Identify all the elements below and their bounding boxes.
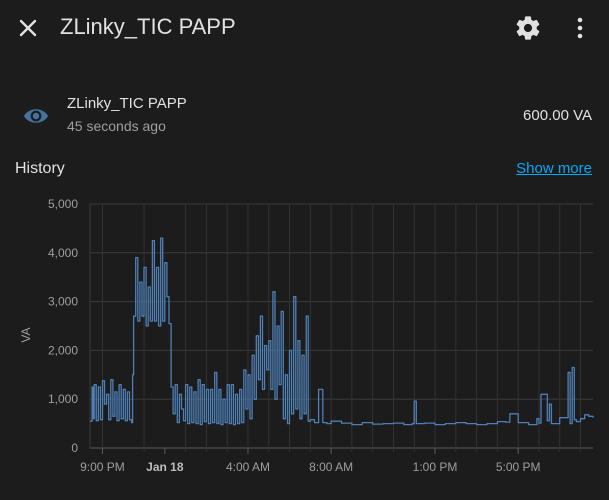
entity-state: 600.00 VA: [523, 107, 592, 124]
y-tick-label: 5,000: [48, 197, 78, 211]
x-tick-label: 8:00 AM: [309, 460, 353, 474]
close-icon[interactable]: [14, 14, 42, 42]
y-tick-label: 4,000: [48, 246, 78, 260]
gear-icon[interactable]: [514, 14, 542, 42]
x-tick-label: 4:00 AM: [226, 460, 270, 474]
x-tick-label: 5:00 PM: [496, 460, 541, 474]
x-tick-label: Jan 18: [146, 460, 184, 474]
history-title: History: [15, 160, 65, 177]
entity-last-changed: 45 seconds ago: [67, 118, 166, 134]
chart-y-label: VA: [19, 327, 33, 342]
show-more-link[interactable]: Show more: [516, 160, 592, 177]
y-tick-label: 0: [71, 441, 78, 455]
eye-icon: [24, 109, 48, 123]
chart-x-axis: 9:00 PM Jan 18 4:00 AM 8:00 AM 1:00 PM 5:00 P…: [80, 448, 541, 474]
entity-name: ZLinky_TIC PAPP: [67, 95, 187, 112]
y-tick-label: 2,000: [48, 343, 78, 357]
chart-series-line: [90, 237, 594, 426]
history-chart: 0 1,000 2,000 3,000 4,000 5,000 9:00 PM Jan 18…: [19, 197, 594, 474]
chart-y-axis: 0 1,000 2,000 3,000 4,000 5,000: [48, 197, 78, 455]
entity-row[interactable]: ZLinky_TIC PAPP 45 seconds ago 600.00 VA: [0, 86, 609, 146]
dialog-title: ZLinky_TIC PAPP: [60, 14, 236, 39]
x-tick-label: 9:00 PM: [80, 460, 125, 474]
y-tick-label: 3,000: [48, 295, 78, 309]
y-tick-label: 1,000: [48, 392, 78, 406]
dots-vertical-icon[interactable]: [567, 14, 593, 42]
dialog-header: ZLinky_TIC PAPP: [0, 0, 609, 56]
x-tick-label: 1:00 PM: [413, 460, 458, 474]
